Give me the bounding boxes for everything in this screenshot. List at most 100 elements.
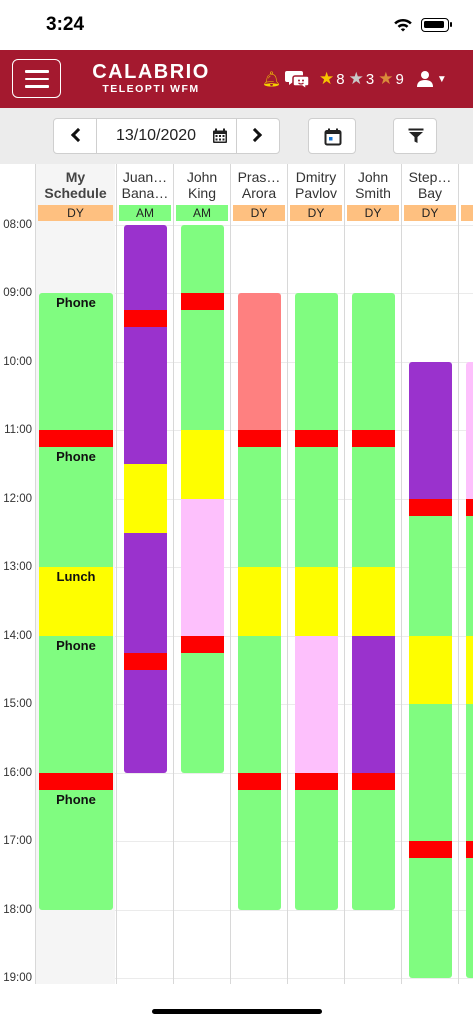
activity-segment[interactable] [295, 635, 338, 773]
activity-segment[interactable] [39, 430, 113, 448]
activity-segment[interactable] [466, 841, 473, 859]
activity-segment[interactable] [238, 772, 281, 790]
silver-star-count: 3 [365, 70, 375, 88]
shift-block[interactable] [181, 224, 224, 773]
previous-day-button[interactable] [53, 118, 97, 154]
logo-sub-text: TELEOPTI WFM [102, 83, 200, 95]
activity-segment[interactable] [181, 635, 224, 653]
user-icon[interactable] [416, 70, 434, 88]
activity-segment[interactable] [466, 635, 473, 704]
column-header-name: My Schedule [36, 164, 115, 204]
schedule-grid[interactable]: 08:00 09:00 10:00 11:00 12:00 13:00 14:00 15:00… [0, 164, 473, 984]
activity-segment[interactable] [238, 293, 281, 430]
activity-segment[interactable] [352, 430, 395, 448]
date-picker-field[interactable]: 13/10/2020 [96, 118, 237, 154]
agent-column[interactable]: John Smith DY [344, 164, 401, 984]
filter-button[interactable] [393, 118, 437, 154]
agent-column[interactable]: John King AM [173, 164, 230, 984]
activity-segment[interactable] [466, 361, 473, 499]
activity-segment[interactable] [238, 430, 281, 448]
shift-block[interactable] [409, 361, 452, 978]
next-day-button[interactable] [236, 118, 280, 154]
activity-segment[interactable] [295, 447, 338, 567]
activity-segment[interactable] [409, 858, 452, 978]
agent-column[interactable]: Dmitry Pavlov DY [287, 164, 344, 984]
chat-icon[interactable] [285, 69, 311, 89]
agent-column[interactable]: Juan… Bana… AM [116, 164, 173, 984]
activity-segment[interactable] [409, 498, 452, 516]
bell-icon[interactable]: 🔔︎ [262, 71, 282, 88]
activity-segment[interactable] [124, 532, 167, 653]
activity-segment[interactable] [181, 498, 224, 636]
activity-segment[interactable] [466, 498, 473, 516]
today-button[interactable] [308, 118, 356, 154]
activity-segment[interactable]: Phone [39, 293, 113, 430]
activity-segment[interactable] [181, 310, 224, 430]
shift-block[interactable]: Phone Phone Lunch Phone Phone [39, 293, 113, 910]
activity-segment[interactable] [238, 567, 281, 636]
activity-segment[interactable] [124, 669, 167, 773]
activity-segment[interactable] [295, 772, 338, 790]
activity-segment[interactable] [295, 430, 338, 448]
hour-gridline [35, 909, 473, 911]
activity-segment[interactable]: Phone [39, 447, 113, 567]
chevron-left-icon [70, 127, 86, 143]
activity-segment[interactable] [124, 224, 167, 311]
activity-segment[interactable] [295, 789, 338, 910]
shift-category-badge: AM [119, 205, 171, 221]
time-label: 18:00 [3, 903, 32, 916]
agent-column[interactable]: Pras… Arora DY [230, 164, 287, 984]
activity-segment[interactable] [181, 652, 224, 773]
status-icons [393, 17, 452, 33]
activity-segment[interactable] [124, 464, 167, 533]
activity-segment[interactable] [238, 635, 281, 773]
activity-segment[interactable] [124, 652, 167, 670]
activity-segment[interactable] [39, 772, 113, 790]
activity-segment[interactable] [466, 858, 473, 978]
home-indicator[interactable] [152, 1009, 322, 1014]
app-header: CALABRIO TELEOPTI WFM 🔔︎ ★ 8 ★ 3 ★ 9 ▼ [0, 50, 473, 108]
activity-segment[interactable] [124, 327, 167, 465]
activity-segment[interactable] [352, 772, 395, 790]
activity-segment[interactable] [181, 430, 224, 499]
activity-segment[interactable] [352, 789, 395, 910]
activity-segment[interactable] [238, 447, 281, 567]
header-actions: 🔔︎ ★ 8 ★ 3 ★ 9 ▼ [262, 68, 447, 90]
activity-segment[interactable] [466, 704, 473, 841]
activity-segment[interactable] [352, 447, 395, 567]
shift-block[interactable] [124, 224, 167, 773]
activity-segment[interactable]: Lunch [39, 567, 113, 636]
activity-segment[interactable] [124, 310, 167, 328]
my-schedule-column[interactable]: My Schedule DY Phone Phone Lunch Phone Phone [35, 164, 115, 984]
agent-column[interactable]: RK [458, 164, 473, 984]
activity-segment[interactable] [352, 293, 395, 430]
activity-segment[interactable] [181, 293, 224, 311]
activity-segment[interactable] [409, 841, 452, 859]
activity-segment[interactable] [352, 635, 395, 773]
activity-segment[interactable] [352, 567, 395, 636]
agent-column[interactable]: Step… Bay DY [401, 164, 458, 984]
column-header-name: Step… Bay [402, 164, 458, 204]
shift-block[interactable] [466, 361, 473, 978]
shift-block[interactable] [238, 293, 281, 910]
calendar-icon[interactable] [212, 128, 228, 144]
activity-segment[interactable] [409, 635, 452, 704]
shift-block[interactable] [352, 293, 395, 910]
column-header-line: R [459, 169, 473, 185]
activity-segment[interactable] [295, 293, 338, 430]
hamburger-menu-button[interactable] [12, 59, 61, 98]
column-header-line: Arora [241, 185, 277, 201]
column-header-line: Bana… [121, 185, 169, 201]
activity-segment[interactable] [295, 567, 338, 636]
activity-segment[interactable]: Phone [39, 635, 113, 773]
activity-segment[interactable] [181, 224, 224, 293]
shift-category-badge [461, 205, 473, 221]
chevron-down-icon[interactable]: ▼ [436, 73, 447, 85]
activity-segment[interactable] [466, 515, 473, 636]
activity-segment[interactable] [409, 515, 452, 636]
activity-segment[interactable]: Phone [39, 789, 113, 910]
shift-block[interactable] [295, 293, 338, 910]
activity-segment[interactable] [409, 361, 452, 499]
activity-segment[interactable] [409, 704, 452, 841]
activity-segment[interactable] [238, 789, 281, 910]
